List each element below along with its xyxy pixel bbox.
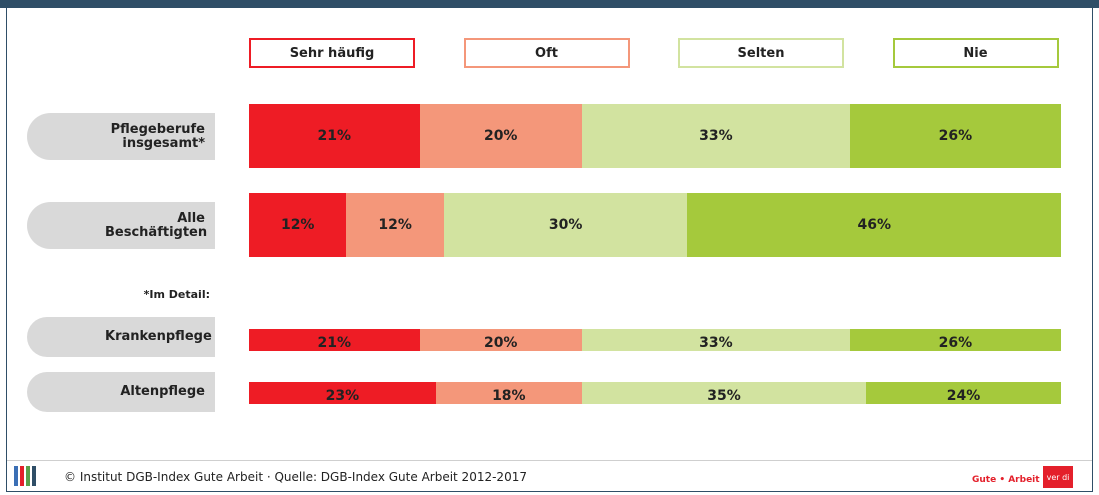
source: © Institut DGB-Index Gute Arbeit · Quell…: [64, 470, 527, 484]
legend-item: Sehr häufig: [249, 38, 415, 68]
value-label: 20%: [483, 335, 518, 351]
category-label: Altenpflege: [27, 372, 215, 412]
bar-segment: 26%: [849, 329, 1061, 351]
value-label: 33%: [699, 128, 733, 144]
icon: [26, 466, 30, 486]
category-text: Pflegeberufe insgesamt*: [110, 121, 205, 151]
value-label: 30%: [548, 217, 583, 233]
value-label: 20%: [483, 128, 518, 144]
value-label: 21%: [317, 128, 352, 144]
category-text: Altenpflege: [120, 384, 205, 399]
category-label: Krankenpflege: [27, 317, 215, 357]
annotation: *Im Detail:: [143, 288, 210, 301]
bar-segment: 23%: [249, 382, 436, 404]
legend-item: Oft: [463, 38, 630, 68]
bar-segment: 33%: [581, 329, 850, 351]
category-text: Krankenpflege: [105, 329, 212, 344]
value-label: 21%: [317, 335, 352, 351]
bar-segment: 33%: [581, 104, 850, 168]
logo: Gute • Arbeit: [972, 475, 1040, 485]
value-label: 26%: [938, 128, 973, 144]
bar-segment: 46%: [687, 193, 1061, 257]
value-label: 18%: [492, 388, 526, 404]
bar-segment: 24%: [866, 382, 1061, 404]
value-label: 46%: [857, 217, 891, 233]
icon: [14, 466, 18, 486]
value-label: 12%: [378, 217, 412, 233]
legend-item: Selten: [678, 38, 844, 68]
icon: [20, 466, 24, 486]
bar-segment: 30%: [443, 193, 688, 257]
category-text: Alle Beschäftigten: [105, 210, 208, 240]
value-label: 23%: [325, 388, 360, 404]
top-bar: [0, 0, 1099, 8]
frame: [6, 8, 1093, 492]
bar-segment: 12%: [346, 193, 444, 257]
category-label: Pflegeberufe insgesamt*: [27, 113, 215, 160]
footer-line: [7, 460, 1092, 461]
bar-segment: 21%: [249, 329, 420, 351]
bar-segment: 26%: [849, 104, 1061, 168]
bar-segment: 12%: [249, 193, 347, 257]
bar-segment: 20%: [419, 329, 582, 351]
value-label: 24%: [946, 388, 981, 404]
bar-segment: 20%: [419, 104, 582, 168]
category-label: Alle Beschäftigten: [27, 202, 215, 249]
value-label: 33%: [699, 335, 733, 351]
bar-segment: 18%: [435, 382, 582, 404]
legend-item: Nie: [892, 38, 1059, 68]
value-label: 35%: [707, 388, 741, 404]
value-label: 26%: [938, 335, 973, 351]
value-label: 12%: [280, 217, 315, 233]
bar-segment: 21%: [249, 104, 420, 168]
logo: ver di: [1043, 466, 1073, 488]
icon: [32, 466, 36, 486]
bar-segment: 35%: [581, 382, 867, 404]
